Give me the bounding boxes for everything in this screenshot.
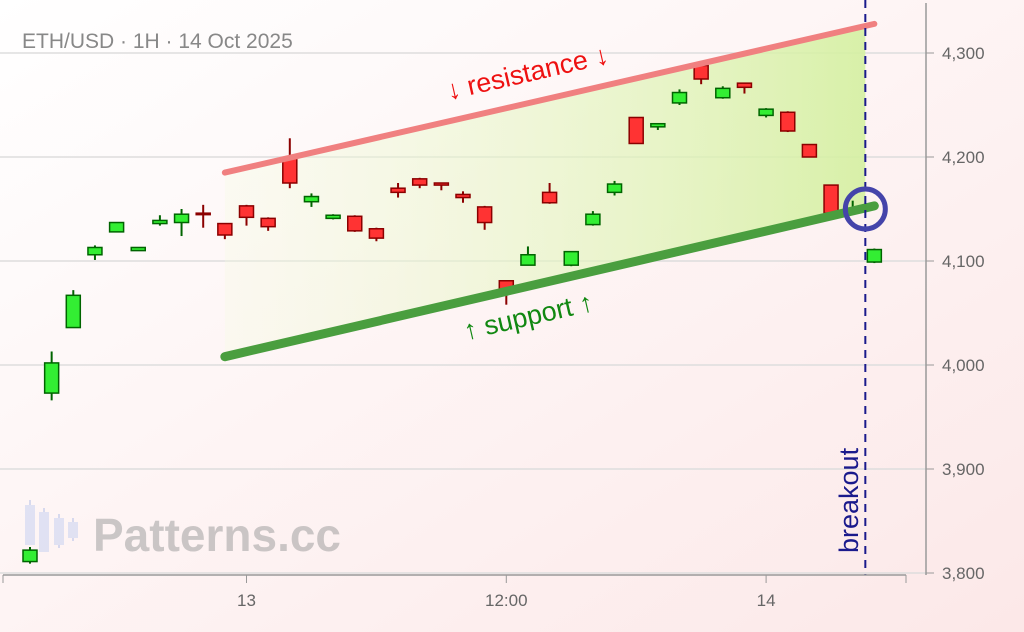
candle-body (455, 193, 471, 199)
candle (736, 82, 753, 94)
candle (520, 246, 536, 266)
candle-body (238, 205, 255, 219)
candle-body (65, 294, 82, 329)
candle-body (433, 182, 450, 186)
candle-body (780, 111, 796, 132)
y-tick-label: 3,900 (942, 460, 985, 479)
candle (801, 143, 818, 158)
candle (347, 215, 363, 232)
candle (563, 250, 579, 267)
candle (758, 108, 774, 118)
candle (433, 182, 450, 191)
candle (476, 205, 493, 230)
candle (455, 191, 471, 203)
watermark-logo (25, 500, 78, 552)
candle (260, 217, 276, 231)
candle-body (390, 187, 406, 194)
candle-body (87, 246, 103, 256)
chart-title: ETH/USD · 1H · 14 Oct 2025 (22, 30, 293, 53)
candle-body (173, 213, 190, 224)
candle (411, 177, 428, 189)
candle (368, 227, 385, 242)
candle (585, 211, 601, 226)
candle-body (411, 178, 428, 186)
candle (22, 547, 38, 564)
candle (87, 245, 103, 260)
candle-body (325, 214, 341, 220)
candle-body (152, 219, 168, 225)
candle-body (715, 87, 731, 99)
candle (606, 180, 623, 196)
candle (152, 215, 168, 226)
candle (108, 221, 125, 233)
candle-body (866, 248, 883, 263)
x-tick-label: 14 (757, 591, 776, 610)
watermark-candle (25, 505, 35, 545)
candle (671, 89, 688, 105)
candle-body (823, 184, 839, 214)
y-tick-label: 4,100 (942, 252, 985, 271)
candle (217, 222, 233, 240)
candle-body (736, 82, 753, 89)
candle (130, 246, 146, 252)
candle (325, 214, 341, 220)
breakout-circle (842, 186, 888, 232)
candle-body (563, 250, 579, 266)
candle-body (260, 217, 276, 228)
candle-body (606, 183, 623, 194)
watermark-candle (68, 522, 78, 538)
candle (715, 86, 731, 99)
y-tick-label: 4,000 (942, 356, 985, 375)
candle-body (347, 215, 363, 232)
candle-body (671, 91, 688, 104)
candle (780, 111, 796, 133)
candle (866, 248, 883, 264)
candle-body (541, 191, 558, 204)
candle-body (108, 221, 125, 233)
candle (541, 183, 558, 204)
candle-body (303, 195, 320, 203)
candle-body (801, 143, 818, 158)
y-tick-label: 4,200 (942, 148, 985, 167)
candle-body (368, 228, 385, 239)
candle (282, 138, 298, 189)
breakout-label: breakout (834, 447, 864, 553)
candle (823, 184, 839, 214)
x-tick-label: 12:00 (485, 591, 528, 610)
y-tick-label: 3,800 (942, 564, 985, 583)
candle-body (585, 213, 601, 226)
candle (238, 204, 255, 226)
candle (390, 183, 406, 198)
candle (65, 290, 82, 329)
resistance-line (221, 20, 878, 176)
watermark-text: Patterns.cc (93, 509, 341, 561)
x-tick-label: 13 (237, 591, 256, 610)
y-tick-label: 4,300 (942, 44, 985, 63)
candle (173, 209, 190, 237)
watermark-candle (39, 512, 49, 552)
candle-body (650, 122, 666, 128)
candle-body (628, 116, 644, 145)
candle (195, 204, 211, 228)
candle-body (43, 362, 60, 394)
candle (303, 193, 320, 207)
channel-fill (224, 25, 866, 357)
candle (650, 122, 666, 130)
candle-body (476, 206, 493, 224)
support-line (220, 201, 879, 362)
watermark-candle (54, 518, 64, 545)
candle-body (217, 222, 233, 236)
candle-body (130, 246, 146, 252)
candle (43, 351, 60, 401)
candle (628, 116, 644, 145)
candle-body (195, 212, 211, 216)
candle-body (758, 108, 774, 117)
candle-body (22, 549, 38, 563)
candle-body (520, 254, 536, 266)
